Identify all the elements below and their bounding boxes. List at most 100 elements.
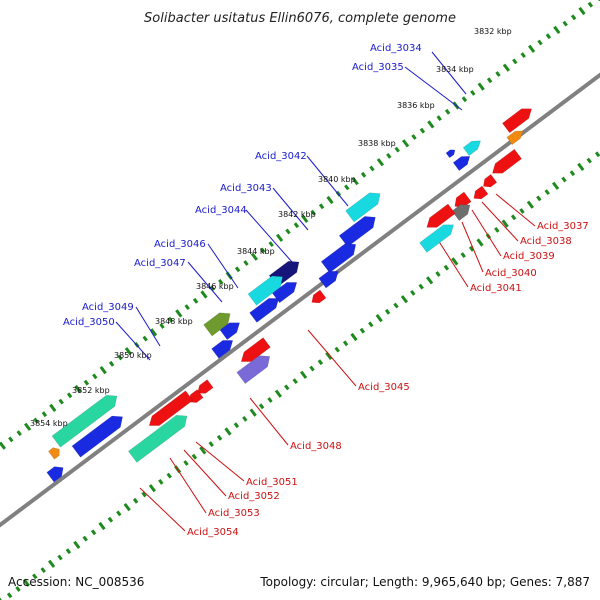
tick-mark	[334, 346, 340, 353]
gene-arrow[interactable]	[338, 216, 376, 248]
gene-arrow[interactable]	[197, 379, 214, 394]
gene-label-acid-3037[interactable]: Acid_3037	[537, 221, 589, 232]
gene-label-acid-3046[interactable]: Acid_3046	[154, 239, 206, 250]
gene-arrow[interactable]	[452, 156, 471, 172]
gene-arrow[interactable]	[203, 312, 231, 337]
gene-arrow[interactable]	[506, 130, 524, 146]
gene-arrow[interactable]	[419, 224, 455, 253]
gene-arrow[interactable]	[47, 447, 60, 460]
gene-arrow[interactable]	[188, 389, 204, 403]
tick-mark	[410, 289, 416, 296]
tick-mark	[476, 238, 484, 247]
tick-mark	[22, 578, 31, 587]
gene-label-acid-3047[interactable]: Acid_3047	[134, 258, 186, 269]
gene-arrow[interactable]	[345, 192, 381, 223]
gene-arrow[interactable]	[473, 185, 489, 200]
kbp-label: 3854 kbp	[30, 419, 68, 428]
gene-arrow[interactable]	[483, 173, 498, 188]
gene-label-acid-3048[interactable]: Acid_3048	[290, 441, 342, 452]
gene-arrow[interactable]	[271, 282, 298, 304]
gene-label-acid-3034[interactable]: Acid_3034	[370, 43, 422, 54]
gene-label-acid-3049[interactable]: Acid_3049	[82, 302, 134, 313]
gene-arrow[interactable]	[148, 390, 194, 426]
tick-mark	[183, 460, 189, 466]
tick-mark	[384, 308, 391, 315]
tick-mark	[536, 195, 542, 202]
gene-label-acid-3042[interactable]: Acid_3042	[255, 151, 307, 162]
gene-arrow[interactable]	[451, 204, 471, 222]
gene-label-acid-3052[interactable]: Acid_3052	[228, 491, 280, 502]
gene-arrow[interactable]	[249, 298, 280, 323]
tick-mark	[41, 411, 48, 418]
gene-features	[46, 108, 532, 483]
callout-line	[187, 261, 223, 303]
gene-arrow[interactable]	[247, 275, 283, 306]
tick-mark	[159, 323, 165, 329]
tick-mark	[468, 245, 475, 252]
gene-arrow[interactable]	[311, 289, 327, 304]
gene-arrow[interactable]	[318, 270, 339, 289]
callout-line	[481, 201, 519, 242]
tick-mark	[208, 441, 214, 448]
tick-mark	[512, 58, 518, 65]
gene-arrow[interactable]	[46, 466, 64, 483]
gene-label-acid-3051[interactable]: Acid_3051	[246, 477, 298, 488]
gene-arrow[interactable]	[240, 337, 271, 362]
gene-arrow[interactable]	[51, 394, 118, 448]
tick-mark	[477, 82, 485, 91]
gene-arrow[interactable]	[236, 355, 271, 385]
tick-mark	[301, 214, 309, 224]
gene-arrow[interactable]	[211, 340, 234, 359]
tick-mark	[33, 417, 39, 424]
callout-line	[431, 51, 467, 95]
gene-label-acid-3040[interactable]: Acid_3040	[485, 268, 537, 279]
gene-label-acid-3038[interactable]: Acid_3038	[520, 236, 572, 247]
tick-mark	[216, 434, 223, 441]
gene-label-acid-3054[interactable]: Acid_3054	[187, 527, 239, 538]
tick-mark	[24, 422, 32, 431]
gene-arrow[interactable]	[426, 203, 456, 228]
tick-mark	[49, 403, 57, 413]
gene-arrow[interactable]	[501, 108, 532, 134]
gene-arrow[interactable]	[320, 243, 357, 274]
tick-mark	[148, 484, 157, 493]
tick-mark	[400, 295, 408, 304]
tick-mark	[510, 214, 517, 221]
gene-label-acid-3041[interactable]: Acid_3041	[470, 283, 522, 294]
tick-mark	[285, 228, 291, 235]
gene-label-acid-3053[interactable]: Acid_3053	[208, 508, 260, 519]
tick-mark	[300, 370, 308, 379]
tick-mark	[224, 427, 232, 436]
gene-arrow[interactable]	[127, 414, 188, 463]
callout-line	[306, 155, 349, 207]
gene-label-acid-3045[interactable]: Acid_3045	[358, 382, 410, 393]
tick-mark	[191, 453, 198, 460]
tick-mark	[260, 247, 266, 254]
gene-label-acid-3050[interactable]: Acid_3050	[63, 317, 115, 328]
gene-arrow[interactable]	[491, 148, 523, 174]
tick-mark	[393, 302, 399, 309]
tick-mark	[402, 139, 410, 148]
kbp-label: 3836 kbp	[397, 101, 435, 110]
callout-line	[471, 209, 502, 257]
gene-label-acid-3043[interactable]: Acid_3043	[220, 183, 272, 194]
gene-arrow[interactable]	[445, 149, 456, 159]
kbp-labels: 3832 kbp 3834 kbp 3836 kbp 3838 kbp 3840…	[30, 27, 512, 428]
gene-label-acid-3035[interactable]: Acid_3035	[352, 62, 404, 73]
gene-arrow[interactable]	[71, 415, 123, 458]
gene-arrow[interactable]	[219, 322, 241, 341]
tick-mark	[562, 20, 568, 27]
tick-mark	[267, 397, 273, 403]
kbp-label: 3842 kbp	[278, 210, 316, 219]
tick-mark	[243, 260, 249, 266]
gene-arrow[interactable]	[462, 140, 482, 157]
tick-mark	[98, 521, 106, 531]
tick-mark	[418, 283, 424, 290]
gene-label-acid-3044[interactable]: Acid_3044	[195, 205, 247, 216]
tick-mark	[99, 365, 107, 375]
tick-mark	[276, 233, 284, 242]
tick-mark	[578, 6, 586, 16]
gene-label-acid-3039[interactable]: Acid_3039	[503, 251, 555, 262]
